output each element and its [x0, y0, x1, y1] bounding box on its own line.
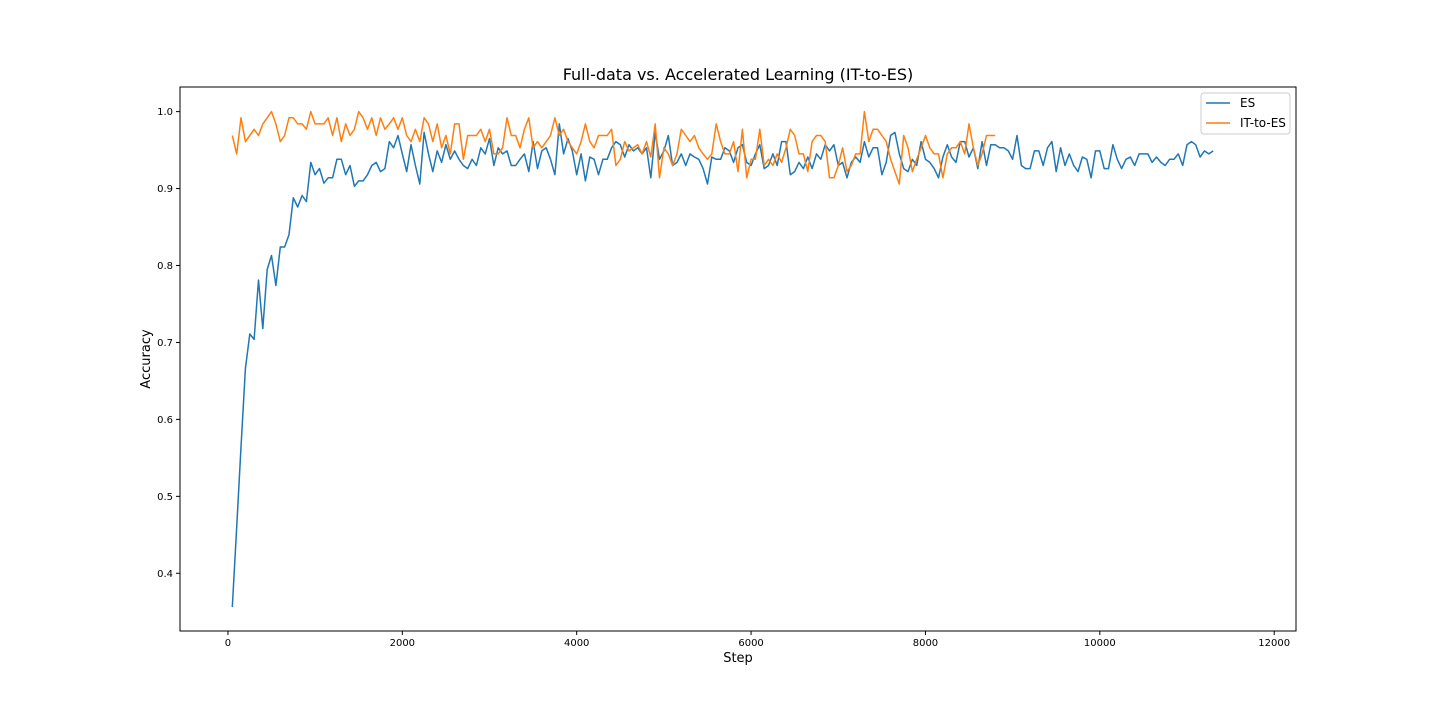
- x-tick-label: 8000: [913, 638, 938, 649]
- y-tick-label: 0.5: [157, 492, 173, 503]
- x-tick-label: 12000: [1258, 638, 1290, 649]
- chart-title: Full-data vs. Accelerated Learning (IT-t…: [563, 65, 914, 84]
- legend-entry: IT-to-ES: [1240, 116, 1286, 130]
- x-axis-label: Step: [723, 651, 753, 666]
- y-tick-label: 0.9: [157, 184, 173, 195]
- x-tick-label: 4000: [564, 638, 589, 649]
- series-line-0: [231, 123, 1214, 608]
- x-tick-label: 10000: [1084, 638, 1116, 649]
- series-line-1: [231, 110, 996, 185]
- y-axis: 0.4 0.5 0.6 0.7 0.8 0.9 1.0: [157, 107, 180, 580]
- y-tick-label: 0.4: [157, 569, 173, 580]
- legend-entry: ES: [1240, 96, 1255, 110]
- x-tick-label: 2000: [390, 638, 415, 649]
- x-tick-label: 6000: [738, 638, 763, 649]
- series-layer: [231, 110, 1214, 608]
- plot-frame: [179, 86, 1297, 632]
- y-tick-label: 0.6: [157, 415, 173, 426]
- x-axis: 0 2000 4000 6000 8000 10000 12000: [225, 631, 1290, 649]
- y-axis-label: Accuracy: [139, 329, 154, 389]
- y-tick-label: 0.8: [157, 261, 173, 272]
- y-tick-label: 1.0: [157, 107, 173, 118]
- y-tick-label: 0.7: [157, 338, 173, 349]
- legend: ES IT-to-ES: [1200, 92, 1291, 135]
- x-tick-label: 0: [225, 638, 231, 649]
